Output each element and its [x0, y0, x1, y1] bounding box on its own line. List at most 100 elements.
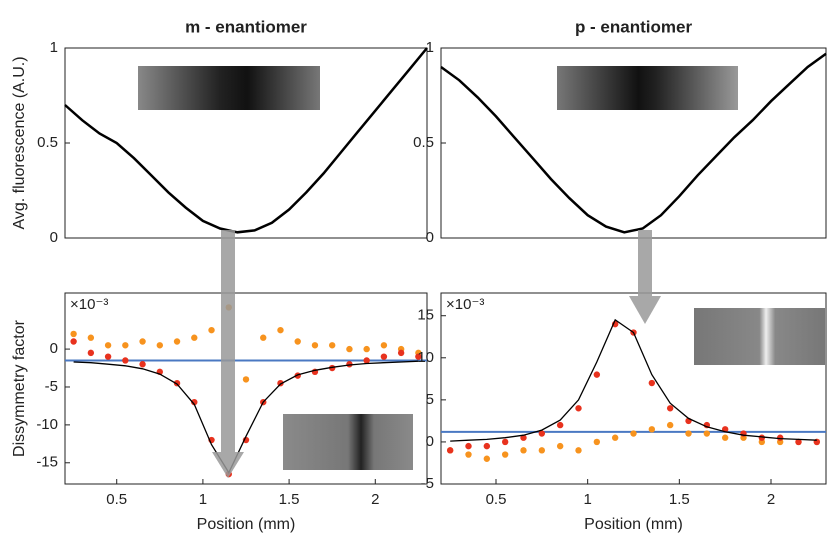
data-point: [446, 447, 454, 454]
y-tick-label: -10: [36, 416, 58, 433]
y-tick-label: 1: [50, 39, 58, 56]
inset-image: [557, 66, 738, 110]
chart-title: p - enantiomer: [575, 17, 693, 36]
data-point: [139, 361, 146, 368]
data-point: [242, 376, 250, 383]
data-point: [630, 430, 637, 437]
y-axis-label: Avg. fluorescence (A.U.): [11, 56, 28, 229]
x-tick-label: 2: [767, 491, 775, 508]
chart-title: m - enantiomer: [185, 17, 307, 36]
y-tick-label: -5: [421, 475, 434, 492]
x-tick-label: 1: [199, 491, 207, 508]
y-tick-label: 0.5: [37, 134, 58, 151]
data-point: [415, 353, 422, 360]
data-point: [648, 379, 656, 387]
data-point: [648, 426, 656, 433]
data-point: [380, 342, 388, 349]
arrow-shaft: [221, 230, 235, 452]
y-tick-label: 15: [417, 307, 434, 324]
data-point: [294, 338, 301, 345]
y-tick-label: 0: [50, 340, 58, 357]
x-axis-label: Position (mm): [197, 516, 296, 533]
data-point: [538, 447, 546, 454]
x-tick-label: 2: [371, 491, 379, 508]
data-point: [87, 334, 95, 341]
x-tick-label: 1.5: [279, 491, 300, 508]
data-point: [70, 330, 77, 338]
data-point: [776, 434, 784, 441]
data-point: [208, 326, 215, 334]
data-point: [328, 342, 336, 349]
y-tick-label: -15: [36, 454, 58, 471]
y-tick-label: -5: [45, 378, 58, 395]
data-point: [122, 342, 129, 349]
data-point: [520, 434, 527, 441]
x-axis-label: Position (mm): [584, 516, 683, 533]
data-point: [104, 353, 112, 360]
axis-multiplier: ×10⁻³: [446, 296, 484, 313]
arrows: [212, 230, 661, 478]
data-point: [191, 334, 198, 341]
data-point: [156, 342, 164, 349]
data-point: [465, 451, 472, 458]
data-point: [397, 349, 405, 357]
data-point: [311, 342, 319, 349]
data-point: [173, 338, 181, 345]
data-point: [501, 451, 509, 458]
data-point: [703, 430, 711, 437]
data-point: [483, 455, 491, 462]
plots: m - enantiomer Avg. fluorescence (A.U.) 0 0…: [11, 17, 827, 533]
data-point: [520, 447, 527, 454]
data-point: [685, 430, 692, 437]
data-point: [721, 434, 729, 441]
data-point: [666, 421, 674, 429]
y-tick-label: 0: [426, 433, 434, 450]
data-point: [575, 405, 582, 412]
data-point: [260, 334, 267, 341]
data-point: [173, 379, 181, 387]
data-point: [139, 338, 146, 345]
arrow-head: [629, 296, 661, 324]
plot-frame: [440, 292, 827, 485]
data-point: [380, 353, 388, 360]
y-tick-label: 1: [426, 39, 434, 56]
axis-multiplier: ×10⁻³: [70, 296, 108, 313]
x-tick-label: 1: [583, 491, 591, 508]
data-line: [73, 360, 419, 474]
data-point: [593, 371, 601, 378]
data-point: [575, 447, 582, 454]
data-point: [465, 442, 472, 450]
inset-image: [283, 414, 413, 470]
data-point: [538, 430, 546, 437]
data-point: [277, 326, 284, 334]
data-point: [795, 438, 802, 446]
x-tick-label: 0.5: [106, 491, 127, 508]
y-tick-label: 10: [417, 349, 434, 366]
arrow-shaft: [638, 230, 652, 296]
data-point: [363, 357, 370, 364]
y-tick-label: 5: [426, 391, 434, 408]
data-point: [363, 345, 370, 353]
data-point: [87, 349, 95, 357]
y-tick-label: 0.5: [413, 134, 434, 151]
x-tick-label: 0.5: [486, 491, 507, 508]
data-point: [611, 434, 619, 441]
y-tick-label: 0: [426, 229, 434, 246]
data-point: [556, 421, 564, 429]
arrow-head: [212, 452, 244, 478]
data-point: [346, 345, 353, 353]
data-point: [593, 438, 601, 446]
inset-image: [138, 66, 320, 110]
data-point: [104, 342, 112, 349]
y-axis-label: Dissymmetry factor: [11, 319, 28, 457]
plot-frame: [64, 292, 428, 485]
data-line: [440, 52, 827, 234]
data-line: [64, 47, 428, 234]
data-point: [666, 405, 674, 412]
data-point: [501, 438, 509, 446]
inset-image: [694, 308, 825, 365]
data-point: [483, 442, 491, 450]
data-point: [70, 338, 77, 345]
data-point: [556, 442, 564, 450]
data-point: [122, 357, 129, 364]
